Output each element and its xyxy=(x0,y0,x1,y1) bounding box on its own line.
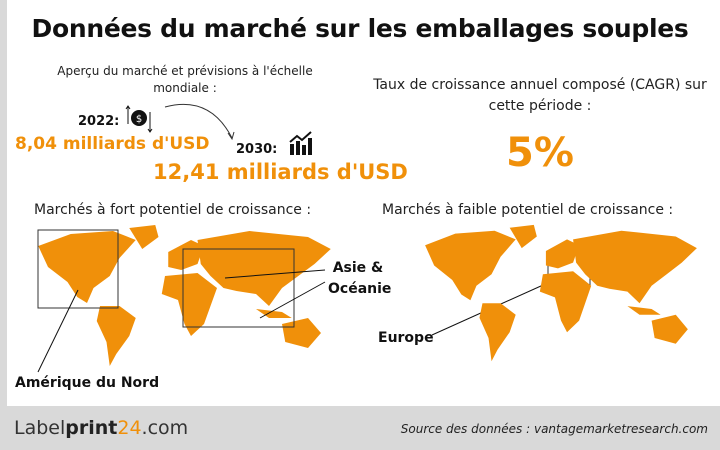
data-source: Source des données : vantagemarketresear… xyxy=(400,422,708,436)
cagr-heading: Taux de croissance annuel composé (CAGR)… xyxy=(373,77,707,114)
logo-text-print: print xyxy=(65,417,118,439)
overview-heading: Aperçu du marché et prévisions à l'échel… xyxy=(57,64,313,95)
dollar-exchange-icon: $ xyxy=(125,105,153,133)
year-2022: 2022: xyxy=(78,114,120,129)
logo-text-24: 24 xyxy=(117,417,142,439)
low-potential-heading: Marchés à faible potentiel de croissance… xyxy=(382,202,674,218)
logo-text-com: .com xyxy=(141,417,189,439)
region-label-europe: Europe xyxy=(378,330,434,346)
curved-arrow-icon xyxy=(164,103,235,141)
high-potential-heading: Marchés à fort potentiel de croissance : xyxy=(34,202,312,218)
north-america-box xyxy=(37,229,119,309)
cagr-value: 5% xyxy=(506,130,574,176)
value-2030: 12,41 milliards d'USD xyxy=(153,160,408,184)
asia-pointer-2 xyxy=(259,281,326,319)
value-2022: 8,04 milliards d'USD xyxy=(15,134,210,154)
logo-text-label: Label xyxy=(14,417,66,439)
labelprint24-logo[interactable]: Labelprint24.com xyxy=(14,417,188,439)
asia-pointer-1 xyxy=(224,269,326,279)
world-map-low-potential xyxy=(425,224,697,362)
year-2030: 2030: xyxy=(236,142,278,157)
north-america-pointer xyxy=(37,289,79,373)
page-title: Données du marché sur les emballages sou… xyxy=(31,14,689,43)
svg-text:$: $ xyxy=(136,114,142,125)
bar-chart-growth-icon xyxy=(289,131,312,155)
region-label-asia-oceania: Asie & Océanie xyxy=(328,260,392,297)
asia-oceania-box xyxy=(182,248,295,328)
region-label-north-america: Amérique du Nord xyxy=(15,375,160,391)
